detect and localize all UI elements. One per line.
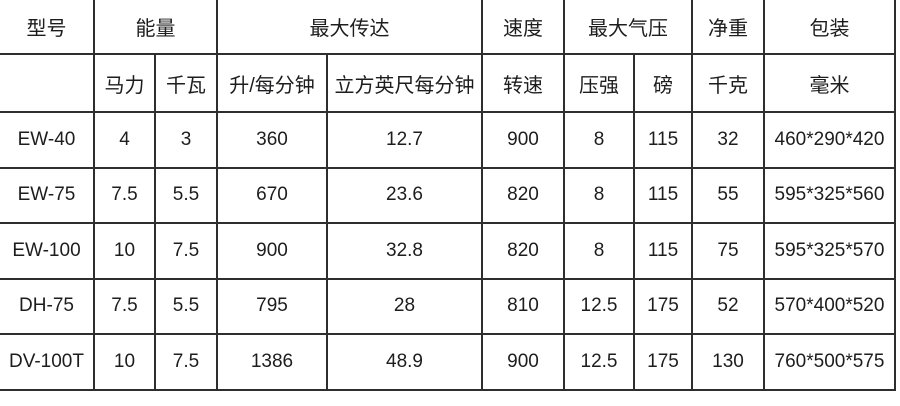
- unit-row: 马力 千瓦 升/每分钟 立方英尺每分钟 转速 压强 磅 千克 毫米: [0, 53, 896, 113]
- table-cell: 900: [481, 111, 565, 169]
- table-cell: 1386: [216, 333, 328, 391]
- table-cell: 670: [216, 166, 328, 224]
- unit-cell-kg: 千克: [691, 53, 765, 113]
- header-cell-speed: 速度: [481, 0, 565, 55]
- table-cell: 32.8: [326, 222, 483, 280]
- table-row: EW-100 10 7.5 900 32.8 820 8 115 75 595*…: [0, 222, 896, 280]
- table-cell: 5.5: [154, 166, 218, 224]
- table-cell: 760*500*575: [763, 333, 896, 391]
- table-cell: 900: [481, 333, 565, 391]
- table-cell: 7.5: [93, 166, 156, 224]
- table-cell: 595*325*560: [763, 166, 896, 224]
- table-cell: 175: [633, 333, 693, 391]
- table-cell: 4: [93, 111, 156, 169]
- table-cell: 115: [633, 166, 693, 224]
- table-cell: 48.9: [326, 333, 483, 391]
- spec-table: 型号 能量 最大传达 速度 最大气压 净重 包装 马力 千瓦 升/每分钟 立方英…: [0, 0, 896, 391]
- table-cell: 820: [481, 166, 565, 224]
- table-cell: 3: [154, 111, 218, 169]
- table-cell: 12.5: [563, 277, 635, 335]
- model-cell: DH-75: [0, 277, 95, 335]
- header-cell-power: 能量: [93, 0, 218, 55]
- table-cell: 75: [691, 222, 765, 280]
- table-cell: 795: [216, 277, 328, 335]
- header-cell-weight: 净重: [691, 0, 765, 55]
- header-cell-pressure: 最大气压: [563, 0, 693, 55]
- model-cell: EW-100: [0, 222, 95, 280]
- unit-cell-cfm: 立方英尺每分钟: [326, 53, 483, 113]
- table-cell: 7.5: [154, 333, 218, 391]
- unit-cell-empty: [0, 53, 95, 113]
- table-cell: 52: [691, 277, 765, 335]
- table-cell: 130: [691, 333, 765, 391]
- table-row: EW-40 4 3 360 12.7 900 8 115 32 460*290*…: [0, 111, 896, 169]
- table-cell: 7.5: [154, 222, 218, 280]
- unit-cell-kw: 千瓦: [154, 53, 218, 113]
- table-cell: 595*325*570: [763, 222, 896, 280]
- model-cell: DV-100T: [0, 333, 95, 391]
- table-cell: 28: [326, 277, 483, 335]
- table-cell: 23.6: [326, 166, 483, 224]
- table-row: EW-75 7.5 5.5 670 23.6 820 8 115 55 595*…: [0, 166, 896, 224]
- table-cell: 115: [633, 222, 693, 280]
- table-cell: 55: [691, 166, 765, 224]
- unit-cell-rpm: 转速: [481, 53, 565, 113]
- table-row: DH-75 7.5 5.5 795 28 810 12.5 175 52 570…: [0, 277, 896, 335]
- table-cell: 32: [691, 111, 765, 169]
- table-cell: 12.7: [326, 111, 483, 169]
- table-cell: 5.5: [154, 277, 218, 335]
- model-cell: EW-40: [0, 111, 95, 169]
- table-cell: 115: [633, 111, 693, 169]
- table-cell: 460*290*420: [763, 111, 896, 169]
- table-cell: 12.5: [563, 333, 635, 391]
- unit-cell-psi: 磅: [633, 53, 693, 113]
- table-cell: 10: [93, 222, 156, 280]
- header-group-row: 型号 能量 最大传达 速度 最大气压 净重 包装: [0, 0, 896, 55]
- table-cell: 175: [633, 277, 693, 335]
- table-cell: 570*400*520: [763, 277, 896, 335]
- table-cell: 810: [481, 277, 565, 335]
- table-cell: 360: [216, 111, 328, 169]
- table-cell: 900: [216, 222, 328, 280]
- unit-cell-hp: 马力: [93, 53, 156, 113]
- unit-cell-lpm: 升/每分钟: [216, 53, 328, 113]
- table-cell: 8: [563, 111, 635, 169]
- table-cell: 7.5: [93, 277, 156, 335]
- unit-cell-mm: 毫米: [763, 53, 896, 113]
- header-cell-model: 型号: [0, 0, 95, 55]
- table-cell: 8: [563, 222, 635, 280]
- model-cell: EW-75: [0, 166, 95, 224]
- unit-cell-bar: 压强: [563, 53, 635, 113]
- header-cell-delivery: 最大传达: [216, 0, 483, 55]
- table-cell: 10: [93, 333, 156, 391]
- table-cell: 820: [481, 222, 565, 280]
- header-cell-package: 包装: [763, 0, 896, 55]
- table-row: DV-100T 10 7.5 1386 48.9 900 12.5 175 13…: [0, 333, 896, 391]
- table-cell: 8: [563, 166, 635, 224]
